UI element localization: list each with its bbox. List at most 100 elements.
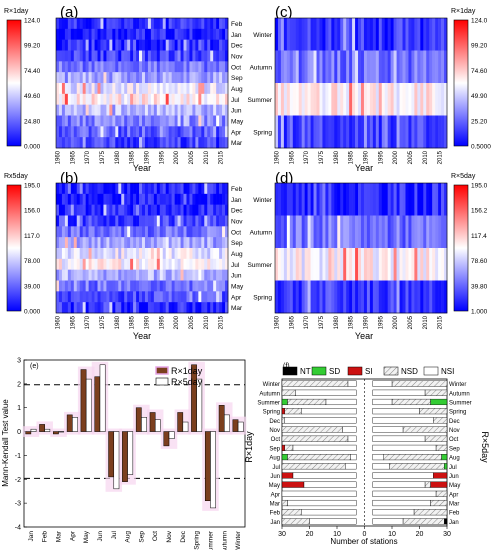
heat-cell xyxy=(174,18,178,30)
x-category-label: Dec xyxy=(180,530,187,542)
heat-cell xyxy=(91,291,95,303)
heat-cell xyxy=(112,126,116,138)
heat-cell xyxy=(97,72,101,84)
heat-cell xyxy=(180,215,184,227)
heat-cell xyxy=(295,183,300,216)
right-stack-nsi xyxy=(372,454,384,461)
heat-cell xyxy=(298,83,302,116)
heat-cell xyxy=(97,226,101,238)
heat-cell xyxy=(399,280,403,314)
heat-cell xyxy=(88,291,92,303)
heat-cell xyxy=(124,28,128,40)
heat-cell xyxy=(144,193,149,205)
heat-cell xyxy=(189,137,193,149)
right-stack-nsd xyxy=(424,389,448,396)
heat-cell xyxy=(56,226,60,238)
heat-cell xyxy=(219,115,223,127)
heat-cell xyxy=(222,126,226,138)
heat-cell xyxy=(174,226,178,238)
cbar-tick-label: 49.90 xyxy=(471,93,488,100)
heat-cell xyxy=(201,61,205,73)
heat-cell xyxy=(159,28,164,40)
heat-cell xyxy=(136,258,140,270)
heat-cell xyxy=(73,237,78,249)
heat-cell xyxy=(358,83,362,116)
heat-cell xyxy=(393,248,397,281)
right-category-label: Feb xyxy=(449,511,460,517)
heat-cell xyxy=(82,18,86,30)
heat-cell xyxy=(399,115,403,149)
heat-cell xyxy=(222,50,226,62)
heat-cell xyxy=(70,83,75,95)
year-tick: 2005 xyxy=(189,150,195,164)
heat-cell xyxy=(304,280,308,314)
heat-cell xyxy=(186,93,190,105)
heat-cell xyxy=(192,215,196,227)
heat-cell xyxy=(225,83,229,95)
heat-cell xyxy=(153,50,158,62)
heat-cell xyxy=(343,215,347,249)
heat-cell xyxy=(142,126,146,138)
heat-cell xyxy=(189,291,193,303)
heat-cell xyxy=(103,215,107,227)
heat-cell xyxy=(207,93,211,105)
heat-cell xyxy=(85,258,89,270)
bar-r5day xyxy=(224,414,230,432)
heat-cell xyxy=(139,280,143,292)
heatmap-frame xyxy=(274,182,448,314)
heat-cell xyxy=(85,39,89,51)
year-tick: 1980 xyxy=(115,150,121,164)
heat-cell xyxy=(414,183,418,216)
heat-cell xyxy=(204,18,208,30)
heat-cell xyxy=(384,50,388,84)
heat-cell xyxy=(192,83,196,95)
panel-c: (c) R×1day 124.099.2074.6049.9025.200.50… xyxy=(247,4,491,173)
heat-cell xyxy=(331,115,335,149)
heat-cell xyxy=(82,291,86,303)
heat-cell xyxy=(201,204,205,216)
heat-cell xyxy=(384,280,388,314)
heat-cell xyxy=(372,18,377,51)
heat-cell xyxy=(337,248,341,281)
heat-cell xyxy=(142,215,146,227)
heat-cell xyxy=(162,39,167,51)
heat-cell xyxy=(387,248,391,281)
heat-cell xyxy=(361,183,365,216)
heat-cell xyxy=(444,83,448,116)
heat-cell xyxy=(103,269,107,281)
heat-cell xyxy=(79,183,83,195)
heat-cell xyxy=(100,183,104,195)
heat-cell xyxy=(94,204,98,216)
row-label: Summer xyxy=(247,262,272,269)
heat-cell xyxy=(310,215,314,249)
heat-cell xyxy=(204,61,208,73)
heat-cell xyxy=(390,248,394,281)
heat-cell xyxy=(414,50,418,84)
heat-cell xyxy=(186,61,190,73)
heat-cell xyxy=(325,115,329,149)
right-category-label: Mar xyxy=(449,502,459,508)
heat-cell xyxy=(381,18,386,51)
heat-cell xyxy=(150,215,155,227)
heat-cell xyxy=(429,18,433,51)
heat-cell xyxy=(192,258,196,270)
heat-cell xyxy=(180,126,184,138)
heat-cell xyxy=(207,226,211,238)
heat-cell xyxy=(58,280,63,292)
heat-cell xyxy=(70,269,75,281)
heat-cell xyxy=(198,193,202,205)
heat-cell xyxy=(198,72,202,84)
heat-cell xyxy=(139,28,143,40)
heat-cell xyxy=(352,50,356,84)
heat-cell xyxy=(277,280,282,314)
heat-cell xyxy=(153,104,158,116)
heat-cell xyxy=(420,248,424,281)
heat-cell xyxy=(198,39,202,51)
heat-cell xyxy=(79,237,83,249)
heat-cell xyxy=(56,291,60,303)
x-category-label: Mar xyxy=(56,530,63,542)
heat-cell xyxy=(292,280,297,314)
heat-cell xyxy=(435,83,439,116)
panel-a-xlabel: Year xyxy=(133,163,151,173)
